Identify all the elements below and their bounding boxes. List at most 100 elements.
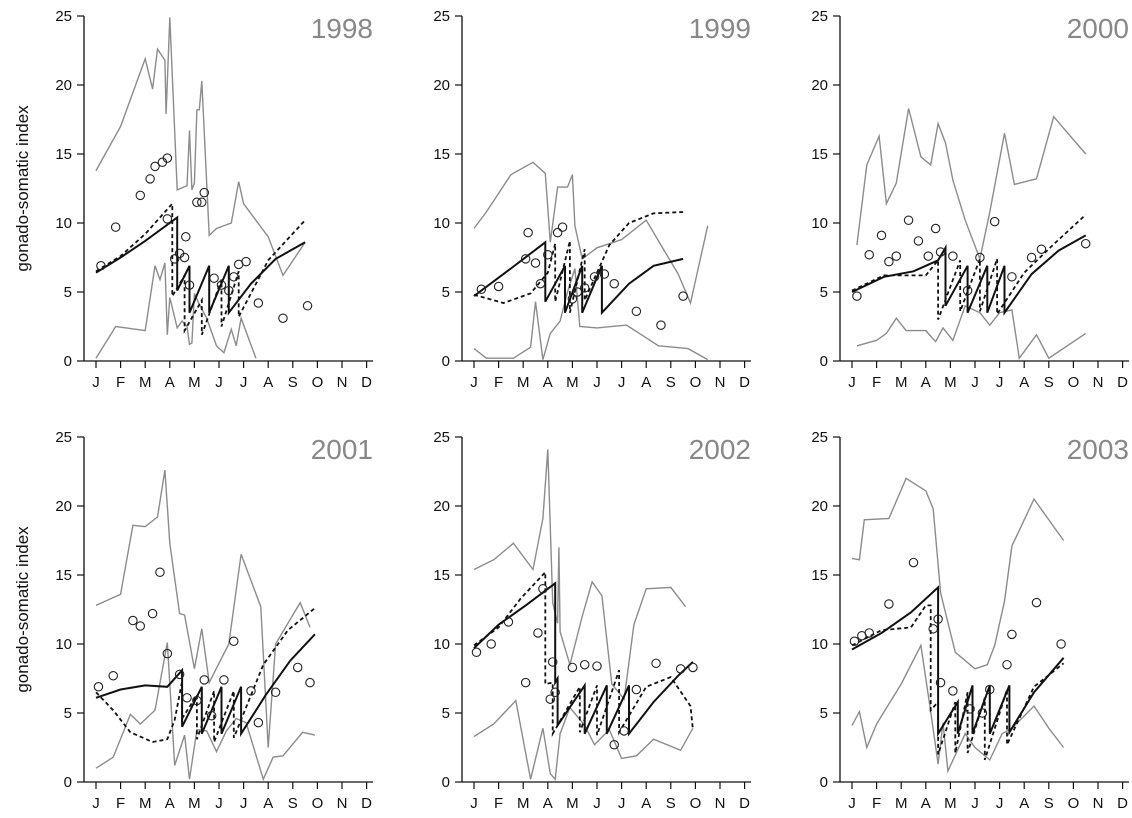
data-point [962, 285, 973, 296]
x-tick-label: J [92, 795, 100, 812]
upper-range-line [851, 477, 1065, 670]
data-point [135, 621, 146, 631]
y-tick-label: 0 [64, 353, 72, 370]
x-tick-label: A [921, 795, 931, 812]
data-point [864, 628, 874, 638]
x-tick-label: F [494, 795, 503, 812]
upper-range-line [473, 449, 687, 701]
y-tick-label: 10 [433, 636, 450, 653]
y-tick-label: 25 [55, 429, 72, 446]
data-point [567, 294, 578, 304]
data-point [93, 682, 104, 692]
y-tick-label: 25 [811, 8, 828, 25]
data-point [206, 711, 217, 721]
data-point [155, 567, 165, 577]
y-tick-label: 20 [55, 498, 72, 515]
data-point [930, 223, 941, 234]
y-tick-label: 10 [433, 215, 450, 232]
data-point [884, 256, 894, 267]
x-tick-label: A [263, 374, 273, 391]
x-tick-label: J [593, 795, 601, 812]
x-tick-label: D [361, 795, 372, 812]
data-point [520, 254, 531, 264]
data-point [688, 662, 698, 673]
model-solid-line [473, 581, 694, 737]
y-tick-label: 20 [433, 498, 450, 515]
data-point [471, 647, 482, 658]
data-point [302, 301, 313, 311]
data-point [184, 280, 195, 290]
y-tick-label: 10 [811, 636, 828, 653]
data-point [179, 252, 190, 263]
data-point [935, 677, 946, 688]
data-point [181, 232, 191, 242]
x-tick-label: J [618, 374, 626, 391]
x-tick-label: D [1117, 795, 1128, 812]
x-tick-label: A [921, 374, 931, 391]
y-tick-label: 10 [55, 636, 72, 653]
data-point [493, 281, 504, 292]
data-point [543, 249, 553, 260]
x-tick-label: N [715, 374, 726, 391]
x-tick-label: A [1019, 374, 1029, 391]
x-tick-label: J [848, 795, 856, 812]
data-point [631, 306, 642, 317]
x-tick-label: J [470, 795, 478, 812]
x-tick-label: D [739, 374, 750, 391]
x-tick-label: A [641, 374, 651, 391]
model-dashed-line [95, 607, 316, 743]
x-tick-label: A [1019, 795, 1029, 812]
x-tick-label: J [971, 374, 979, 391]
x-tick-label: O [1068, 374, 1080, 391]
y-tick-label: 20 [811, 498, 828, 515]
data-point [631, 684, 642, 695]
x-tick-label: A [165, 374, 175, 391]
model-solid-line [851, 585, 1065, 738]
y-tick-label: 5 [442, 705, 450, 722]
x-tick-label: J [240, 795, 248, 812]
y-tick-label: 15 [811, 146, 828, 163]
model-solid-line [95, 633, 316, 738]
data-point [1056, 639, 1066, 649]
data-point [891, 251, 902, 261]
y-tick-label: 5 [820, 284, 828, 301]
x-tick-label: A [543, 795, 553, 812]
x-tick-label: M [944, 795, 957, 812]
data-point [150, 161, 160, 172]
x-tick-label: S [288, 795, 298, 812]
x-tick-label: J [240, 374, 248, 391]
x-tick-label: S [1044, 374, 1054, 391]
data-point [197, 197, 207, 208]
data-point [246, 686, 256, 696]
y-tick-label: 0 [820, 353, 828, 370]
y-tick-label: 10 [55, 215, 72, 232]
lower-range-line [473, 268, 709, 361]
data-point [557, 222, 568, 232]
data-point [135, 190, 146, 201]
data-point [520, 677, 531, 688]
x-tick-label: M [517, 795, 530, 812]
x-tick-label: N [337, 795, 348, 812]
x-tick-label: J [593, 374, 601, 391]
data-point [486, 639, 496, 649]
data-point [1036, 244, 1047, 254]
y-tick-label: 5 [442, 284, 450, 301]
data-point [292, 662, 303, 673]
data-point [162, 648, 173, 659]
data-point [241, 256, 251, 267]
x-tick-label: N [337, 374, 348, 391]
lower-range-line [851, 643, 1065, 774]
x-tick-label: S [666, 374, 676, 391]
upper-range-line [95, 469, 311, 748]
y-tick-label: 0 [64, 774, 72, 791]
data-point [533, 628, 543, 638]
x-tick-label: M [895, 795, 908, 812]
x-tick-label: N [715, 795, 726, 812]
y-tick-label: 5 [64, 284, 72, 301]
data-point [619, 726, 629, 736]
data-point [948, 251, 958, 261]
data-point [503, 617, 514, 627]
lower-range-line [856, 304, 1087, 360]
